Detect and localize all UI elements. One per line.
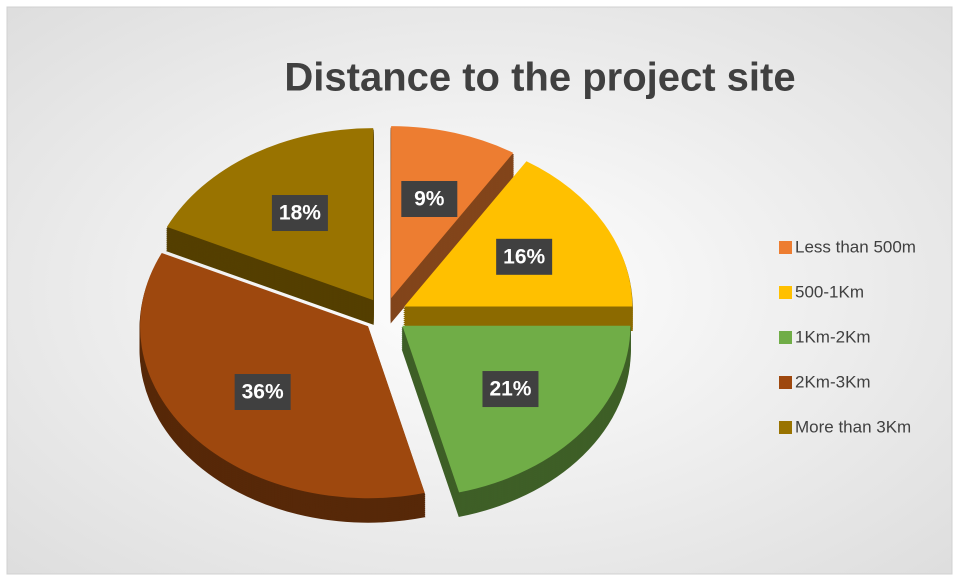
data-label: 21%	[489, 378, 531, 401]
chart-title: Distance to the project site	[284, 56, 795, 100]
slice	[404, 161, 633, 307]
legend-swatch	[779, 286, 792, 299]
data-label-group: 16%	[496, 238, 553, 275]
slice	[402, 325, 631, 493]
data-label-box	[234, 374, 291, 411]
slice	[166, 128, 374, 301]
data-label: 9%	[414, 188, 445, 211]
data-label-group: 9%	[401, 180, 458, 217]
data-label-box	[496, 238, 553, 275]
legend-swatch	[779, 376, 792, 389]
legend-swatch	[779, 421, 792, 434]
data-label: 16%	[503, 245, 545, 268]
legend-label: 500-1Km	[795, 282, 864, 301]
data-label-group: 18%	[271, 195, 328, 232]
data-label-box	[482, 371, 539, 408]
data-label-group: 21%	[482, 371, 539, 408]
legend-label: 1Km-2Km	[795, 327, 871, 346]
data-label: 18%	[279, 202, 321, 225]
data-label-box	[271, 195, 328, 232]
data-label-group: 36%	[234, 374, 291, 411]
legend-swatch	[779, 241, 792, 254]
legend-swatch	[779, 331, 792, 344]
legend-label: More than 3Km	[795, 417, 911, 436]
data-label: 36%	[242, 381, 284, 404]
legend-label: 2Km-3Km	[795, 372, 871, 391]
data-label-box	[401, 180, 458, 217]
legend-label: Less than 500m	[795, 237, 916, 256]
